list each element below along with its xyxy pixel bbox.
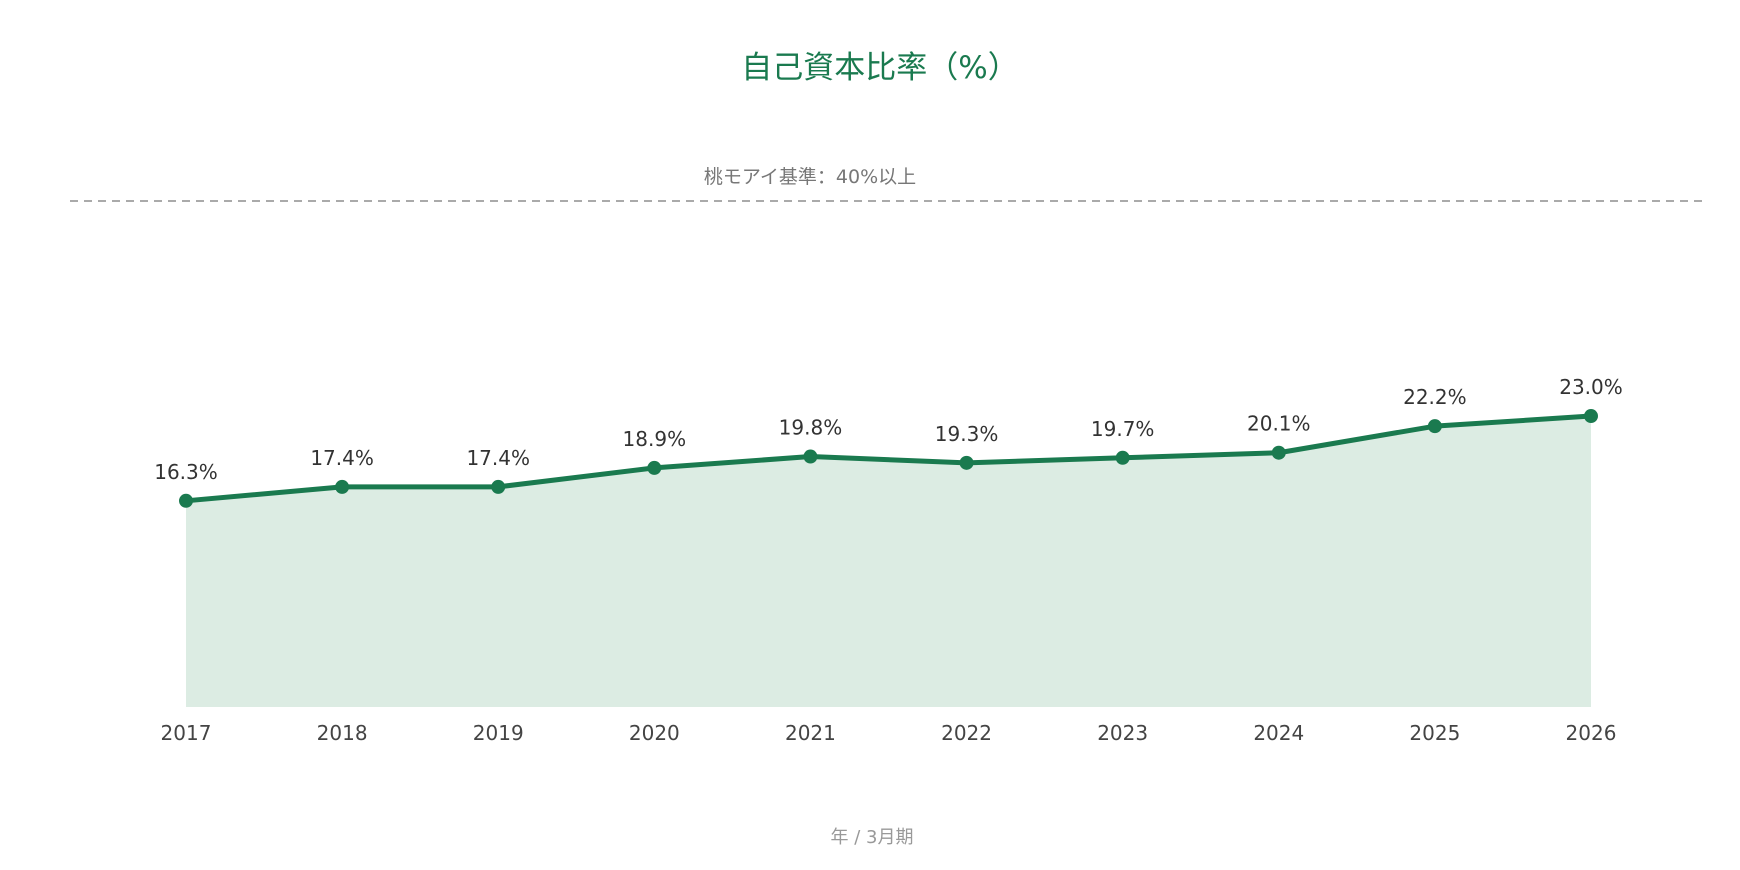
data-point-2022 [959, 455, 974, 470]
data-point-2024 [1271, 445, 1286, 460]
data-point-2023 [1115, 450, 1130, 465]
data-point-2026 [1584, 409, 1598, 424]
x-axis-label: 年 / 3月期 [831, 827, 914, 848]
data-label-2019: 17.4% [466, 446, 530, 470]
x-axis-ticks: 2017 2018 2019 2020 2021 2022 2023 2024 2025 2026 [161, 721, 1617, 745]
x-tick-2017: 2017 [161, 721, 212, 745]
data-points [179, 409, 1598, 508]
data-label-2023: 19.7% [1091, 417, 1155, 441]
chart-title: 自己資本比率（%） [741, 50, 1018, 86]
data-point-2020 [647, 460, 662, 475]
data-label-2018: 17.4% [310, 446, 374, 470]
reference-line-label: 桃モアイ基準：40%以上 [704, 166, 916, 188]
x-tick-2019: 2019 [473, 721, 524, 745]
x-tick-2026: 2026 [1566, 721, 1617, 745]
x-tick-2018: 2018 [317, 721, 368, 745]
data-labels: 16.3% 17.4% 17.4% 18.9% 19.8% 19.3% 19.7% 20.1%… [154, 375, 1623, 484]
data-point-2019 [491, 479, 506, 494]
x-tick-2022: 2022 [941, 721, 992, 745]
data-label-2025: 22.2% [1403, 385, 1467, 409]
x-tick-2021: 2021 [785, 721, 836, 745]
data-point-2025 [1427, 419, 1442, 434]
data-label-2022: 19.3% [935, 422, 999, 446]
data-label-2021: 19.8% [779, 416, 843, 440]
x-tick-2024: 2024 [1253, 721, 1304, 745]
data-point-2017 [179, 493, 193, 508]
x-tick-2025: 2025 [1409, 721, 1460, 745]
data-label-2020: 18.9% [623, 427, 687, 451]
series-line [183, 413, 1594, 504]
x-tick-2023: 2023 [1097, 721, 1148, 745]
data-label-2024: 20.1% [1247, 412, 1311, 436]
area-fill [186, 416, 1591, 707]
data-label-2026: 23.0% [1559, 375, 1623, 399]
data-point-2021 [803, 449, 818, 464]
data-point-2018 [335, 479, 350, 494]
data-label-2017: 16.3% [154, 460, 218, 484]
x-tick-2020: 2020 [629, 721, 680, 745]
